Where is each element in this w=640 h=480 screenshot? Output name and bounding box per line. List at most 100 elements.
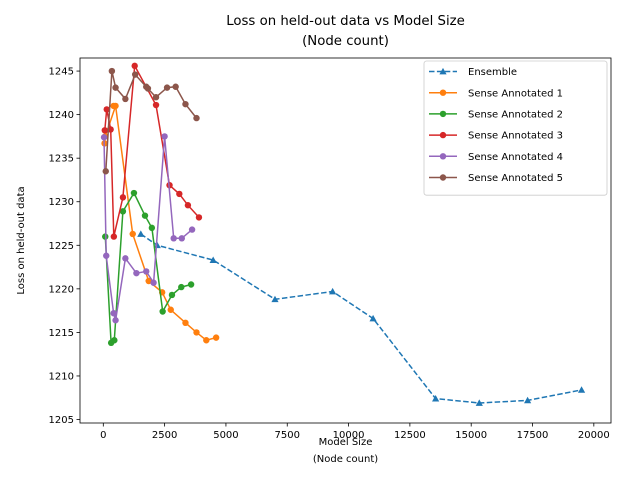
data-point-sense-annotated-5 <box>152 94 160 101</box>
data-point-sense-annotated-1 <box>110 102 117 110</box>
data-point-ensemble <box>577 386 586 393</box>
data-point-sense-annotated-4 <box>188 226 196 233</box>
legend-marker <box>439 131 447 139</box>
legend: Ensemble Sense Annotated 1 Sense Annotated… <box>423 60 608 196</box>
y-axis-label: Loss on held-out data <box>16 186 27 294</box>
series-line-sense-annotated-5 <box>105 70 198 172</box>
y-tick-label: 1210 <box>49 371 74 382</box>
data-point-sense-annotated-5 <box>131 71 139 78</box>
x-tick-label: 10000 <box>333 430 365 441</box>
data-point-ensemble <box>524 396 532 404</box>
x-tick-label: 17500 <box>517 430 549 441</box>
data-point-sense-annotated-4 <box>161 133 168 140</box>
series-sense-annotated-1 <box>101 102 220 344</box>
y-tick-label: 1240 <box>49 110 74 121</box>
series-line-ensemble <box>140 233 582 404</box>
series-sense-annotated-5 <box>102 67 200 175</box>
series-ensemble <box>137 230 586 406</box>
data-point-sense-annotated-3 <box>131 62 138 70</box>
data-point-sense-annotated-4 <box>133 269 140 277</box>
axes: 0 2500 5000 7500 10000 12500 15000 17500 20000 12… <box>49 67 610 441</box>
y-tick-label: 1225 <box>49 241 74 252</box>
legend-label: Ensemble <box>468 67 517 78</box>
data-point-sense-annotated-5 <box>108 67 116 75</box>
legend-label: Sense Annotated 1 <box>468 88 563 99</box>
x-tick-label: 5000 <box>213 430 238 441</box>
data-point-sense-annotated-2 <box>187 281 195 288</box>
data-point-sense-annotated-1 <box>145 277 152 285</box>
data-point-sense-annotated-3 <box>152 101 160 109</box>
data-point-sense-annotated-3 <box>176 190 183 198</box>
data-point-sense-annotated-4 <box>100 134 108 141</box>
data-point-sense-annotated-5 <box>102 168 109 175</box>
data-point-ensemble <box>475 399 483 406</box>
legend-marker <box>439 174 447 181</box>
chart-title-line-2: (Node count) <box>302 34 389 49</box>
legend-entry-sense-annotated-5: Sense Annotated 5 <box>429 173 563 184</box>
data-point-sense-annotated-4 <box>110 310 117 317</box>
legend-entry-sense-annotated-3: Sense Annotated 3 <box>429 131 563 142</box>
data-point-ensemble <box>432 395 440 402</box>
chart-title-line-1: Loss on held-out data vs Model Size <box>226 14 465 29</box>
data-point-sense-annotated-5 <box>144 85 152 92</box>
data-point-sense-annotated-2 <box>111 337 118 344</box>
y-tick-label: 1245 <box>49 67 74 78</box>
series-sense-annotated-2 <box>102 189 195 347</box>
data-point-sense-annotated-5 <box>163 84 171 91</box>
data-point-sense-annotated-5 <box>122 95 129 103</box>
y-tick-label: 1215 <box>49 328 74 339</box>
series-line-sense-annotated-1 <box>103 105 217 342</box>
legend-marker <box>439 67 447 75</box>
x-tick-label: 12500 <box>394 430 426 441</box>
data-point-sense-annotated-2 <box>141 212 149 219</box>
data-point-ensemble <box>153 241 161 249</box>
x-axis-label-line-2: (Node count) <box>313 454 378 465</box>
y-tick-label: 1220 <box>49 284 74 295</box>
data-point-sense-annotated-3 <box>119 194 127 201</box>
x-tick-label: 0 <box>100 430 106 441</box>
legend-entry-sense-annotated-4: Sense Annotated 4 <box>429 152 563 163</box>
data-point-sense-annotated-3 <box>103 106 110 113</box>
data-point-ensemble <box>369 314 377 322</box>
legend-label: Sense Annotated 4 <box>468 152 563 163</box>
data-point-sense-annotated-3 <box>195 214 203 221</box>
data-point-sense-annotated-1 <box>129 230 136 238</box>
data-point-sense-annotated-4 <box>122 255 129 262</box>
legend-marker <box>439 110 447 118</box>
y-tick-label: 1205 <box>49 415 74 426</box>
legend-label: Sense Annotated 5 <box>468 173 563 184</box>
data-point-sense-annotated-4 <box>178 235 185 242</box>
data-point-sense-annotated-4 <box>112 317 119 324</box>
data-point-sense-annotated-3 <box>184 202 192 209</box>
data-point-sense-annotated-1 <box>182 319 189 327</box>
data-point-sense-annotated-2 <box>130 189 138 197</box>
data-point-sense-annotated-5 <box>182 100 189 108</box>
x-axis-label-line-1: Model Size <box>319 437 373 448</box>
x-tick-label: 7500 <box>275 430 300 441</box>
data-point-sense-annotated-3 <box>101 127 108 134</box>
data-point-ensemble <box>271 295 279 303</box>
data-point-sense-annotated-2 <box>119 208 127 215</box>
legend-marker <box>439 89 447 96</box>
data-point-ensemble <box>209 256 217 263</box>
x-tick-label: 15000 <box>455 430 487 441</box>
legend-label: Sense Annotated 3 <box>468 131 563 142</box>
data-point-sense-annotated-2 <box>159 308 166 315</box>
data-point-sense-annotated-2 <box>148 224 156 232</box>
data-point-sense-annotated-1 <box>203 337 210 344</box>
data-point-sense-annotated-4 <box>103 252 110 259</box>
data-point-sense-annotated-2 <box>168 291 176 299</box>
data-point-sense-annotated-5 <box>172 83 179 90</box>
data-point-ensemble <box>137 230 145 237</box>
data-point-sense-annotated-5 <box>112 84 119 91</box>
data-point-sense-annotated-1 <box>193 329 200 336</box>
legend-entry-sense-annotated-1: Sense Annotated 1 <box>429 88 563 99</box>
x-tick-label: 20000 <box>578 430 610 441</box>
legend-entry-sense-annotated-2: Sense Annotated 2 <box>429 110 563 121</box>
plot-frame <box>79 57 612 424</box>
legend-entry-ensemble: Ensemble <box>429 67 517 78</box>
legend-box <box>423 60 608 196</box>
data-point-sense-annotated-1 <box>167 306 174 313</box>
data-point-sense-annotated-3 <box>110 233 118 240</box>
